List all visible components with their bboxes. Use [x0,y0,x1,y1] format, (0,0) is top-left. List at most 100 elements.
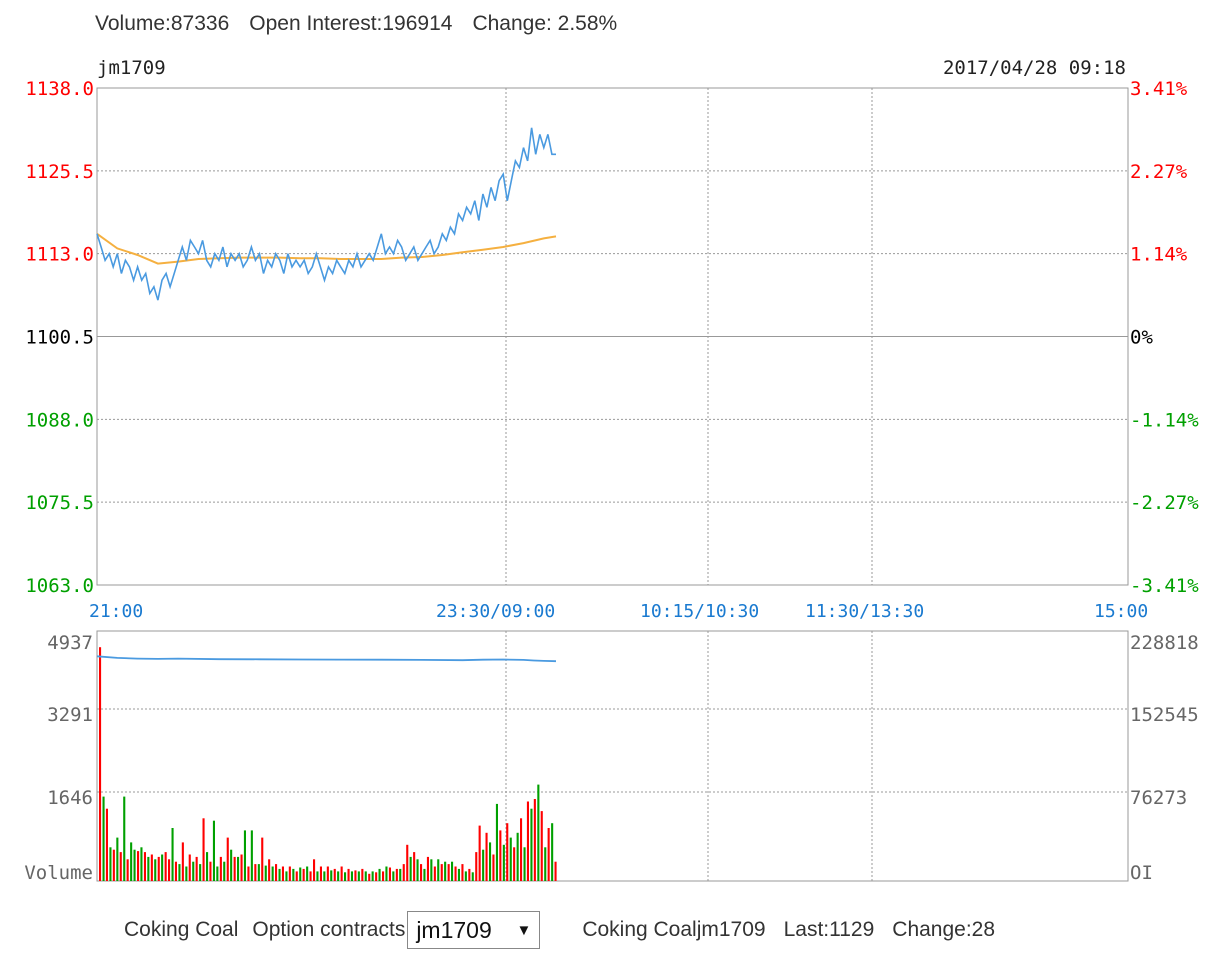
price-tick-right: -3.41% [1130,575,1199,597]
volume-bar [337,871,340,881]
volume-bar [143,852,146,881]
volume-bar [426,856,429,881]
volume-bar [206,852,209,881]
volume-bar [161,854,164,881]
volume-bar [147,856,150,881]
contract-select-value: jm1709 [416,916,492,943]
volume-bar [537,784,540,881]
price-tick-left: 1138.0 [25,78,94,100]
volume-bar [523,847,526,881]
volume-bar [188,854,191,881]
volume-bar [347,868,350,881]
volume-bar [168,859,171,881]
volume-bar [99,647,102,881]
volume-bar [271,866,274,881]
volume-bar [126,859,129,881]
volume-bar [133,849,136,881]
volume-bar [471,872,474,881]
price-tick-left: 1088.0 [25,409,94,431]
volume-bar [264,865,267,881]
volume-bar [533,799,536,881]
volume-bar [223,861,226,881]
time-tick: 21:00 [89,601,143,622]
header-stats: Volume:87336 Open Interest:196914 Change: … [95,12,637,36]
volume-bar [243,830,246,881]
volume-bar [216,866,219,881]
volume-bar [371,871,374,881]
volume-bar [395,868,398,881]
volume-panel: 4937 228818 3291 152545 1646 76273 Volume OI [24,630,1199,884]
volume-bar [257,864,260,881]
volume-bar [278,868,281,881]
volume-bar [526,801,529,881]
volume-bar [402,864,405,881]
volume-bar [413,852,416,881]
volume-bar [440,864,443,881]
volume-tick-left: 3291 [47,704,93,726]
volume-bar [240,854,243,881]
volume-panel-frame [96,630,1129,882]
volume-bar [316,871,319,881]
volume-tick-left: 4937 [47,632,93,654]
volume-bar [368,873,371,881]
volume-bar [199,864,202,881]
dropdown-arrow-icon: ▼ [516,921,532,939]
volume-bar [478,825,481,881]
volume-bar [137,851,140,881]
price-tick-right: -2.27% [1130,492,1199,514]
volume-bar [551,823,554,881]
volume-bar [247,866,250,881]
futures-chart: 1138.0 3.41% 1125.5 2.27% 1113.0 1.14% 1100.5 0… [24,78,1199,884]
volume-bar [302,868,305,881]
volume-bar [250,830,253,881]
volume-bar [333,868,336,881]
open-interest-line [96,655,557,663]
price-tick-left: 1063.0 [25,575,94,597]
oi-tick-right: 76273 [1130,787,1187,809]
volume-bar [416,859,419,881]
change-stat: Change: 2.58% [472,12,618,35]
volume-bar [150,854,153,881]
volume-bar [237,856,240,881]
volume-bar [433,866,436,881]
volume-bar [364,871,367,881]
volume-bar [226,837,229,881]
contract-select[interactable]: jm1709 ▼ [407,911,541,949]
volume-bar [164,852,167,881]
volume-bar [375,872,378,881]
volume-bar [499,830,502,881]
volume-bar [489,842,492,881]
oi-tick-right: 152545 [1130,704,1199,726]
volume-bar [330,870,333,881]
volume-bar [268,859,271,881]
volume-bar [392,871,395,881]
contract-symbol: jm1709 [97,57,166,79]
price-tick-left: 1075.5 [25,492,94,514]
product-label: Coking Coal [124,918,239,941]
volume-bar [350,871,353,881]
volume-bar [554,861,557,881]
volume-bar [202,818,205,881]
volume-bar [378,868,381,881]
volume-bar [516,832,519,881]
volume-bar [195,856,198,881]
volume-bar [281,866,284,881]
volume-bar [454,866,457,881]
volume-bar [361,868,364,881]
volume-bar [230,849,233,881]
volume-bar [313,859,316,881]
volume-bar [357,871,360,881]
volume-bar [437,859,440,881]
volume-bar [530,808,533,881]
contracts-label: Option contracts [252,918,406,941]
volume-bar [354,870,357,881]
volume-bar [468,868,471,881]
volume-bar [105,808,108,881]
time-tick: 23:30/09:00 [436,601,555,622]
volume-bar [157,856,160,881]
volume-bar [130,842,133,881]
volume-bar [495,803,498,881]
volume-bar [154,859,157,881]
volume-bar [444,861,447,881]
price-tick-left: 1113.0 [25,244,94,266]
